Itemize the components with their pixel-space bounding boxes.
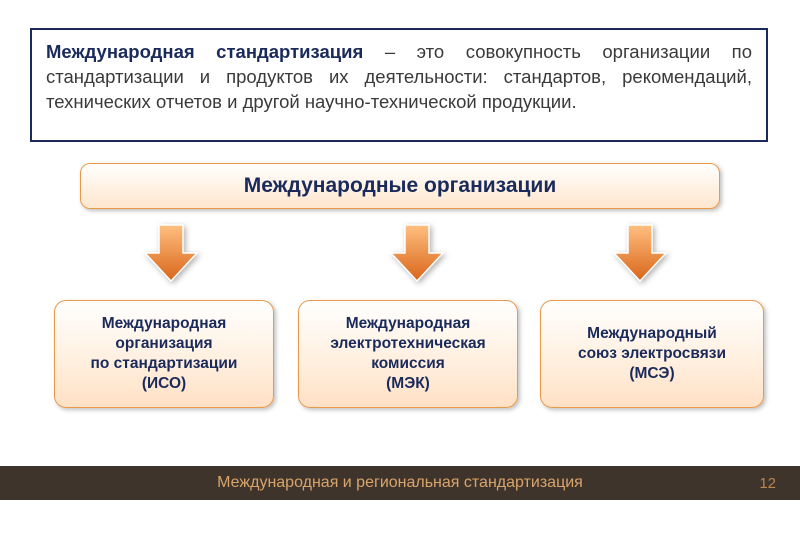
header-label: Международные организации: [244, 174, 557, 198]
box-itu: Международныйсоюз электросвязи(МСЭ): [540, 300, 764, 408]
box-itu-label: Международныйсоюз электросвязи(МСЭ): [578, 324, 726, 384]
box-iso: Международнаяорганизацияпо стандартизаци…: [54, 300, 274, 408]
box-iso-label: Международнаяорганизацияпо стандартизаци…: [91, 314, 238, 395]
arrow-down-2: [389, 223, 445, 283]
definition-term: Международная стандартизация: [46, 41, 363, 62]
box-iec: Международнаяэлектротехническаякомиссия(…: [298, 300, 518, 408]
arrow-down-1: [143, 223, 199, 283]
footer-title: Международная и региональная стандартиза…: [217, 474, 583, 492]
header-organizations: Международные организации: [80, 163, 720, 209]
box-iec-label: Международнаяэлектротехническаякомиссия(…: [330, 314, 485, 395]
footer-bar: Международная и региональная стандартиза…: [0, 466, 800, 500]
arrow-down-3: [612, 223, 668, 283]
page-number: 12: [759, 475, 776, 492]
definition-box: Международная стандартизация – это совок…: [30, 28, 768, 142]
